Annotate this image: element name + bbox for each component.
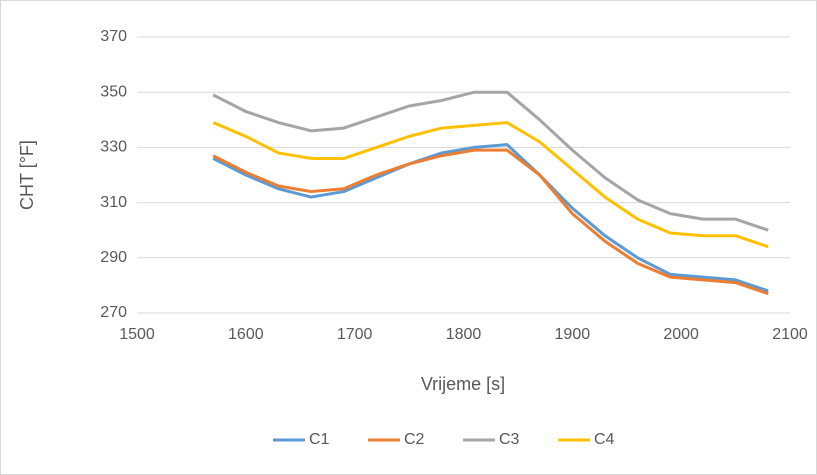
legend-label: C3 [499,431,520,448]
x-tick-label: 1700 [337,326,373,343]
y-tick-label: 290 [100,249,127,266]
y-tick-label: 310 [100,194,127,211]
y-tick-label: 330 [100,139,127,156]
y-tick-label: 370 [100,28,127,45]
x-tick-label: 2100 [772,326,808,343]
series-line [212,148,769,296]
x-tick-label: 1900 [555,326,591,343]
x-tick-label: 1500 [119,326,155,343]
y-tick-label: 270 [100,304,127,321]
legend-label: C4 [594,431,615,448]
series-line [212,143,769,293]
x-axis-label: Vrijeme [s] [421,374,505,394]
legend-label: C1 [309,431,330,448]
x-tick-label: 2000 [663,326,699,343]
legend-label: C2 [404,431,425,448]
x-tick-label: 1600 [228,326,264,343]
x-tick-label: 1800 [446,326,482,343]
y-tick-label: 350 [100,83,127,100]
series-line [212,90,769,232]
y-axis-label: CHT [°F] [17,140,37,210]
series-line [212,121,769,249]
